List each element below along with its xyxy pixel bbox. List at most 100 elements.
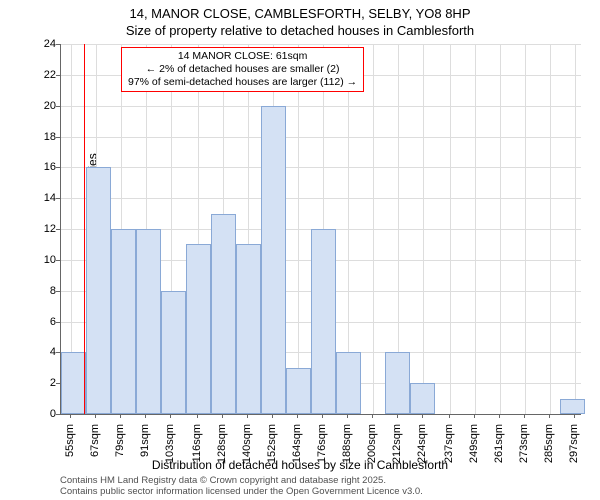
chart-title-line2: Size of property relative to detached ho… — [0, 23, 600, 38]
y-tick-mark — [56, 106, 60, 107]
x-tick-mark — [120, 414, 121, 418]
gridline-v — [575, 44, 576, 414]
gridline-v — [475, 44, 476, 414]
y-tick-label: 14 — [26, 192, 56, 204]
x-tick-label: 128sqm — [216, 424, 228, 464]
gridline-v — [450, 44, 451, 414]
y-tick-mark — [56, 44, 60, 45]
x-tick-mark — [372, 414, 373, 418]
x-tick-mark — [347, 414, 348, 418]
y-tick-mark — [56, 137, 60, 138]
x-tick-label: 261sqm — [493, 424, 505, 464]
y-tick-label: 16 — [26, 161, 56, 173]
x-tick-mark — [397, 414, 398, 418]
histogram-bar — [211, 214, 236, 414]
x-tick-label: 140sqm — [241, 424, 253, 464]
y-tick-label: 2 — [26, 377, 56, 389]
y-tick-label: 18 — [26, 131, 56, 143]
gridline-v — [373, 44, 374, 414]
x-tick-mark — [222, 414, 223, 418]
x-tick-label: 249sqm — [468, 424, 480, 464]
x-tick-mark — [95, 414, 96, 418]
x-tick-label: 103sqm — [164, 424, 176, 464]
histogram-bar — [410, 383, 435, 414]
x-tick-mark — [197, 414, 198, 418]
x-tick-label: 176sqm — [316, 424, 328, 464]
y-tick-mark — [56, 322, 60, 323]
gridline-h — [61, 167, 581, 168]
x-tick-mark — [170, 414, 171, 418]
histogram-bar — [136, 229, 161, 414]
x-tick-mark — [322, 414, 323, 418]
y-tick-label: 4 — [26, 346, 56, 358]
x-tick-label: 237sqm — [443, 424, 455, 464]
gridline-h — [61, 106, 581, 107]
gridline-h — [61, 198, 581, 199]
y-tick-mark — [56, 75, 60, 76]
x-tick-label: 273sqm — [518, 424, 530, 464]
histogram-bar — [61, 352, 86, 414]
x-tick-mark — [474, 414, 475, 418]
x-tick-mark — [297, 414, 298, 418]
y-tick-label: 22 — [26, 69, 56, 81]
y-tick-label: 20 — [26, 100, 56, 112]
histogram-bar — [161, 291, 186, 414]
x-tick-mark — [524, 414, 525, 418]
histogram-chart: 14, MANOR CLOSE, CAMBLESFORTH, SELBY, YO… — [0, 0, 600, 500]
x-tick-label: 152sqm — [266, 424, 278, 464]
histogram-bar — [186, 244, 211, 414]
x-tick-label: 55sqm — [64, 424, 76, 464]
annotation-box: 14 MANOR CLOSE: 61sqm← 2% of detached ho… — [121, 47, 364, 92]
x-tick-mark — [449, 414, 450, 418]
gridline-v — [423, 44, 424, 414]
x-tick-label: 285sqm — [543, 424, 555, 464]
y-tick-label: 24 — [26, 38, 56, 50]
x-tick-mark — [574, 414, 575, 418]
y-tick-mark — [56, 260, 60, 261]
histogram-bar — [311, 229, 336, 414]
y-tick-label: 6 — [26, 316, 56, 328]
chart-title-line1: 14, MANOR CLOSE, CAMBLESFORTH, SELBY, YO… — [0, 6, 600, 21]
x-tick-mark — [70, 414, 71, 418]
x-tick-label: 79sqm — [114, 424, 126, 464]
histogram-bar — [86, 167, 111, 414]
property-marker-line — [84, 44, 85, 414]
y-tick-mark — [56, 383, 60, 384]
x-tick-label: 212sqm — [391, 424, 403, 464]
x-tick-label: 188sqm — [341, 424, 353, 464]
histogram-bar — [560, 399, 585, 414]
x-tick-mark — [247, 414, 248, 418]
x-tick-label: 116sqm — [191, 424, 203, 464]
x-tick-label: 164sqm — [291, 424, 303, 464]
y-tick-mark — [56, 167, 60, 168]
y-tick-label: 8 — [26, 285, 56, 297]
gridline-v — [298, 44, 299, 414]
gridline-h — [61, 137, 581, 138]
gridline-h — [61, 44, 581, 45]
annotation-line1: 14 MANOR CLOSE: 61sqm — [128, 50, 357, 63]
annotation-line3: 97% of semi-detached houses are larger (… — [128, 76, 357, 89]
histogram-bar — [385, 352, 410, 414]
histogram-bar — [286, 368, 311, 414]
y-tick-label: 10 — [26, 254, 56, 266]
y-tick-mark — [56, 291, 60, 292]
histogram-bar — [236, 244, 261, 414]
y-tick-mark — [56, 414, 60, 415]
footer-attribution: Contains HM Land Registry data © Crown c… — [60, 476, 423, 498]
x-tick-label: 200sqm — [366, 424, 378, 464]
x-tick-mark — [499, 414, 500, 418]
x-tick-label: 67sqm — [89, 424, 101, 464]
gridline-v — [525, 44, 526, 414]
x-tick-mark — [549, 414, 550, 418]
x-tick-label: 297sqm — [568, 424, 580, 464]
y-tick-mark — [56, 198, 60, 199]
y-tick-label: 0 — [26, 408, 56, 420]
y-tick-label: 12 — [26, 223, 56, 235]
histogram-bar — [111, 229, 136, 414]
histogram-bar — [336, 352, 361, 414]
x-tick-mark — [272, 414, 273, 418]
y-tick-mark — [56, 229, 60, 230]
gridline-v — [550, 44, 551, 414]
x-tick-label: 224sqm — [416, 424, 428, 464]
x-tick-mark — [422, 414, 423, 418]
